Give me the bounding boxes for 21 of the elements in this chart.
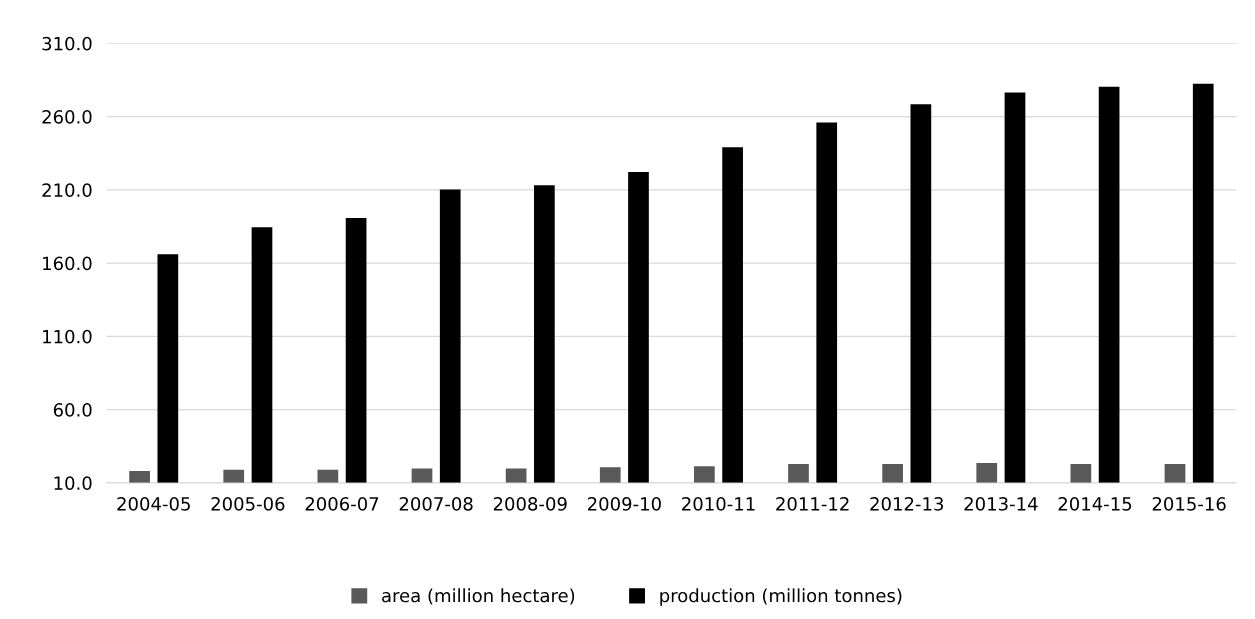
x-tick-label: 2006-07: [305, 497, 379, 511]
y-tick-label: 260.0: [42, 110, 92, 124]
y-tick-label: 310.0: [42, 36, 92, 51]
x-tick-label: 2009-10: [587, 497, 661, 511]
legend-label: area (million hectare): [382, 588, 575, 605]
x-tick-label: 2007-08: [399, 497, 473, 511]
x-tick-label: 2011-12: [776, 497, 849, 511]
x-tick-label: 2015-16: [1152, 497, 1226, 511]
y-tick-label: 160.0: [43, 256, 92, 271]
y-tick-label: 210.0: [42, 183, 92, 197]
y-tick-label: 10.0: [54, 476, 92, 490]
x-tick-label: 2005-06: [211, 497, 285, 511]
x-tick-label: 2014-15: [1058, 497, 1132, 511]
x-tick-label: 2010-11: [682, 497, 755, 511]
x-tick-label: 2013-14: [964, 497, 1038, 511]
x-tick-label: 2008-09: [493, 497, 567, 511]
y-tick-label: 110.0: [43, 329, 92, 344]
legend-label: production (million tonnes): [660, 588, 902, 606]
y-tick-label: 60.0: [53, 403, 92, 417]
x-tick-label: 2012-13: [870, 497, 944, 511]
x-tick-label: 2004-05: [117, 497, 190, 511]
